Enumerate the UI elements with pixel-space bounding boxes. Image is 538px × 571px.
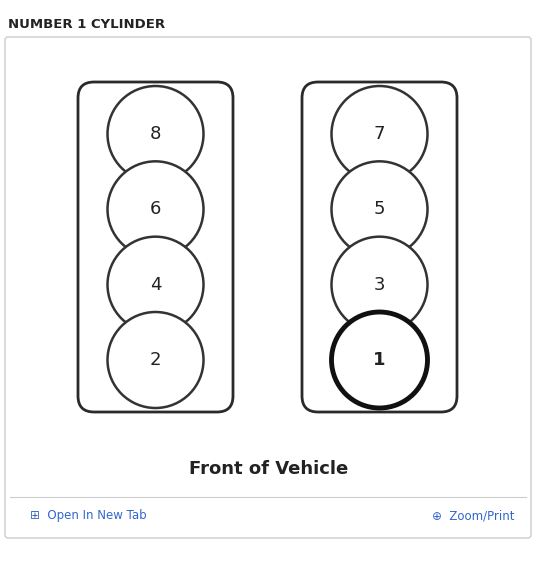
Circle shape xyxy=(108,312,203,408)
Text: 8: 8 xyxy=(150,125,161,143)
FancyBboxPatch shape xyxy=(5,37,531,538)
Circle shape xyxy=(331,312,428,408)
Text: 6: 6 xyxy=(150,200,161,218)
FancyBboxPatch shape xyxy=(78,82,233,412)
Text: 3: 3 xyxy=(374,276,385,293)
Circle shape xyxy=(331,162,428,258)
FancyBboxPatch shape xyxy=(302,82,457,412)
Text: 7: 7 xyxy=(374,125,385,143)
Text: 1: 1 xyxy=(373,351,386,369)
Circle shape xyxy=(331,86,428,182)
Text: NUMBER 1 CYLINDER: NUMBER 1 CYLINDER xyxy=(8,18,165,31)
Circle shape xyxy=(331,236,428,333)
Circle shape xyxy=(108,86,203,182)
Text: 5: 5 xyxy=(374,200,385,218)
Text: 4: 4 xyxy=(150,276,161,293)
Circle shape xyxy=(108,236,203,333)
Text: 2: 2 xyxy=(150,351,161,369)
Text: ⊞  Open In New Tab: ⊞ Open In New Tab xyxy=(30,509,147,522)
Text: Front of Vehicle: Front of Vehicle xyxy=(189,460,349,478)
Text: ⊕  Zoom/Print: ⊕ Zoom/Print xyxy=(431,509,514,522)
Circle shape xyxy=(108,162,203,258)
